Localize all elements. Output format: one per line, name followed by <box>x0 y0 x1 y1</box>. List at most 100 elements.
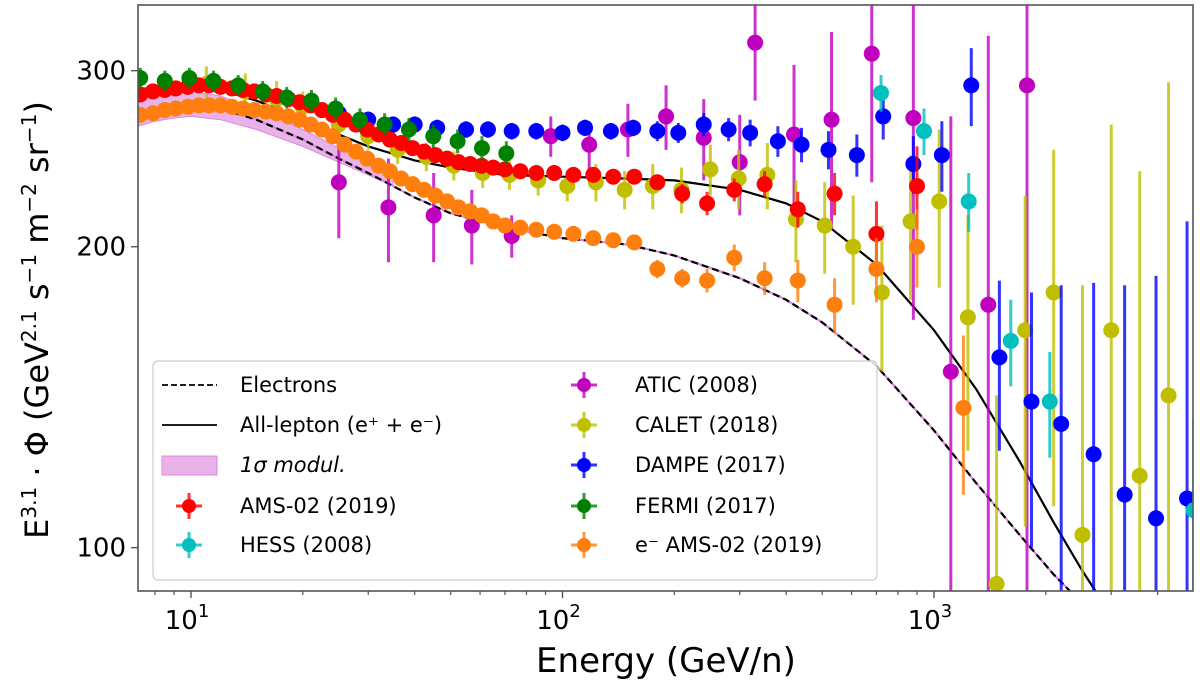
data-point <box>868 260 885 277</box>
data-point <box>626 168 643 185</box>
x-tick-label: 102 <box>536 601 581 636</box>
data-point <box>726 249 743 266</box>
data-point <box>351 111 368 128</box>
series-atic-2008 <box>330 5 1036 591</box>
data-point <box>1023 393 1040 410</box>
data-point <box>933 147 950 164</box>
data-point <box>473 140 490 157</box>
data-point <box>278 89 295 106</box>
legend-marker-icon <box>182 538 196 552</box>
legend-label: Electrons <box>240 373 337 397</box>
data-point <box>1179 490 1193 507</box>
data-point <box>554 124 571 141</box>
data-point <box>649 123 666 140</box>
legend-entry-atic-2008: ATIC (2008) <box>571 372 758 398</box>
data-point <box>1103 322 1120 339</box>
data-point <box>720 121 737 138</box>
data-point <box>376 116 393 133</box>
data-point <box>747 34 764 51</box>
legend-entry-ams-02-2019: AMS-02 (2019) <box>176 493 397 519</box>
legend-label: AMS-02 (2019) <box>240 494 397 518</box>
data-point <box>503 123 520 140</box>
data-point <box>512 163 529 180</box>
data-point <box>908 178 925 195</box>
x-tick-label: 103 <box>908 601 953 636</box>
data-point <box>528 221 545 238</box>
legend-marker-icon <box>577 418 591 432</box>
points-layer <box>138 5 1193 591</box>
data-point <box>905 110 922 127</box>
data-point <box>425 128 442 145</box>
data-point <box>1131 467 1148 484</box>
data-point <box>1148 510 1165 527</box>
y-tick-label: 200 <box>76 233 126 263</box>
data-point <box>916 123 933 140</box>
data-point <box>756 270 773 287</box>
data-point <box>327 100 344 117</box>
data-point <box>546 223 563 240</box>
data-point <box>1002 332 1019 349</box>
legend-label: 1σ modul. <box>240 453 346 477</box>
data-point <box>156 72 173 89</box>
data-point <box>670 124 687 141</box>
data-point <box>658 108 675 125</box>
data-point <box>942 363 959 380</box>
data-point <box>1074 526 1091 543</box>
legend-entry-electrons: Electrons <box>162 373 337 397</box>
data-point <box>955 399 972 416</box>
legend-entry-dampe-2017: DAMPE (2017) <box>571 452 786 478</box>
data-point <box>868 225 885 242</box>
y-tick-label: 100 <box>76 534 126 564</box>
series-e-ams-02-2019 <box>138 97 972 495</box>
data-point <box>789 272 806 289</box>
data-point <box>449 133 466 150</box>
data-point <box>463 217 480 234</box>
data-point <box>602 123 619 140</box>
data-point <box>816 217 833 234</box>
legend-marker-icon <box>182 499 196 513</box>
data-point <box>742 124 759 141</box>
data-point <box>324 128 341 145</box>
data-point <box>201 97 218 114</box>
data-point <box>498 145 515 162</box>
data-point <box>908 238 925 255</box>
legend-entry-e-ams-02-2019: e⁻ AMS-02 (2019) <box>571 532 822 558</box>
data-point <box>380 199 397 216</box>
data-point <box>605 168 622 185</box>
data-point <box>1041 393 1058 410</box>
legend-label: FERMI (2017) <box>635 494 776 518</box>
x-axis-title: Energy (GeV/n) <box>536 641 796 681</box>
data-point <box>400 121 417 138</box>
data-point <box>649 174 666 191</box>
legend-label: DAMPE (2017) <box>635 453 786 477</box>
data-point <box>581 136 598 153</box>
series-fermi-2017 <box>138 67 515 166</box>
data-point <box>959 309 976 326</box>
data-point <box>699 272 716 289</box>
data-point <box>963 77 980 94</box>
data-point <box>577 119 594 136</box>
data-point <box>546 165 563 182</box>
data-point <box>381 163 398 180</box>
data-point <box>528 123 545 140</box>
data-point <box>863 45 880 62</box>
data-point <box>485 159 502 176</box>
legend-label: HESS (2008) <box>240 533 372 557</box>
data-point <box>756 176 773 193</box>
data-point <box>330 174 347 191</box>
data-point <box>181 69 198 86</box>
data-point <box>625 119 642 136</box>
data-point <box>303 92 320 109</box>
legend-band-swatch-icon <box>161 455 218 476</box>
legend-frame <box>152 360 878 581</box>
legend-entry-1-modul: 1σ modul. <box>161 453 346 477</box>
data-point <box>699 195 716 212</box>
data-point <box>585 166 602 183</box>
data-point <box>695 129 712 146</box>
data-point <box>230 77 247 94</box>
data-point <box>138 69 149 86</box>
data-point <box>565 166 582 183</box>
data-point <box>769 133 786 150</box>
data-point <box>826 185 843 202</box>
